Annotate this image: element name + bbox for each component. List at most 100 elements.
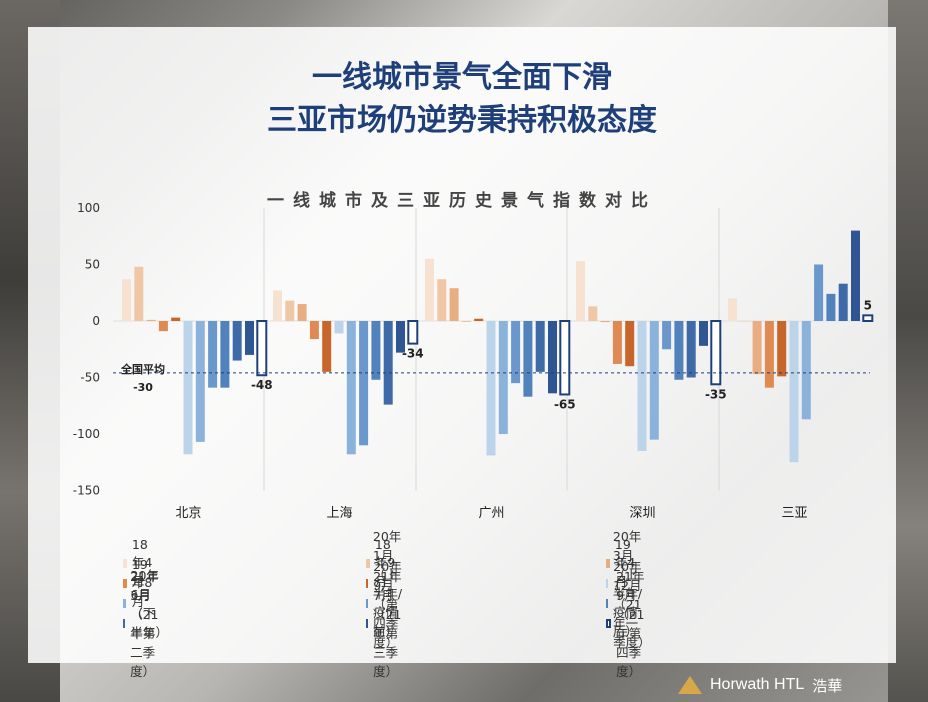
bar-广州-9 <box>535 321 545 372</box>
y-tick-label: -100 <box>73 427 100 441</box>
bar-广州-6 <box>498 321 508 434</box>
bar-广州-0 <box>425 258 434 321</box>
bar-北京-8 <box>220 321 230 388</box>
bar-广州-1 <box>437 279 447 321</box>
bar-上海-11 <box>407 320 419 345</box>
legend-label: 21年7月（21年第三季度） <box>373 569 402 679</box>
bar-北京-3 <box>158 321 168 332</box>
bar-北京-10 <box>245 321 254 355</box>
logo-mark-icon <box>678 676 702 694</box>
bar-深圳-4 <box>625 321 635 367</box>
bar-深圳-9 <box>686 321 696 378</box>
legend-item: 20年1月（上半年/疫情前） <box>366 529 405 639</box>
legend-label: 20年1月（上半年/疫情前） <box>372 529 403 639</box>
legend-swatch <box>366 578 368 588</box>
bar-广州-7 <box>511 321 521 384</box>
legend-label: 20年3月（上半年/疫情后） <box>612 529 643 639</box>
bar-北京-2 <box>146 319 156 321</box>
bar-北京-0 <box>122 279 131 321</box>
highlight-value-label: 5 <box>864 298 872 312</box>
slide-title-line1: 一线城市景气全面下滑 <box>312 60 612 95</box>
bar-上海-2 <box>297 304 307 321</box>
bar-北京-7 <box>208 321 218 388</box>
bar-深圳-0 <box>576 261 585 321</box>
legend-swatch <box>606 618 612 628</box>
legend-swatch <box>366 598 369 608</box>
bar-广州-4 <box>474 318 484 321</box>
bar-上海-8 <box>371 321 381 380</box>
y-tick-label: 100 <box>77 201 100 215</box>
bar-上海-9 <box>383 321 393 405</box>
bar-三亚-7 <box>814 264 824 321</box>
bar-深圳-3 <box>612 321 622 364</box>
y-tick-label: -150 <box>73 484 100 498</box>
y-tick-label: 0 <box>92 314 100 328</box>
legend-label: 21年9月（21年第四季度） <box>616 569 645 679</box>
legend-swatch <box>123 618 126 628</box>
bar-三亚-10 <box>851 230 860 321</box>
bar-广州-2 <box>449 288 459 321</box>
bar-三亚-3 <box>764 321 774 388</box>
bar-广州-8 <box>523 321 533 397</box>
bar-三亚-9 <box>838 283 848 321</box>
category-label: 北京 <box>175 506 201 521</box>
bar-北京-5 <box>183 321 193 455</box>
legend-label: 20年6月（下半年） <box>130 568 169 640</box>
bar-深圳-6 <box>649 321 659 440</box>
bar-上海-3 <box>309 321 319 340</box>
legend-swatch <box>123 598 126 608</box>
legend-item: 20年3月（上半年/疫情后） <box>606 529 645 639</box>
y-tick-label: -50 <box>80 371 100 385</box>
legend-item: 21年9月（21年第四季度） <box>606 569 648 679</box>
bar-三亚-6 <box>801 321 811 420</box>
bar-深圳-2 <box>600 321 610 323</box>
legend-label: 19年8月 <box>131 556 153 609</box>
brand-name: Horwath HTL <box>710 676 805 693</box>
category-label: 广州 <box>478 506 504 521</box>
bar-深圳-10 <box>699 321 708 346</box>
legend-label: 19年4月 <box>614 536 636 589</box>
legend-item: 18年9月 <box>366 537 396 589</box>
y-tick-label: 50 <box>85 258 100 272</box>
legend-label: 18年4月 <box>131 536 153 589</box>
bar-北京-9 <box>232 321 242 361</box>
legend-swatch <box>366 618 369 628</box>
slide-title-line2: 三亚市场仍逆势秉持积极态度 <box>267 103 657 138</box>
bar-三亚-2 <box>752 321 762 375</box>
bar-上海-7 <box>359 321 369 446</box>
legend-swatch <box>606 598 609 608</box>
bar-三亚-11 <box>862 314 874 323</box>
legend-label: 20年9月（第四季度） <box>373 558 402 650</box>
bar-上海-1 <box>285 300 295 321</box>
bar-上海-10 <box>396 321 405 353</box>
bar-北京-1 <box>134 266 144 321</box>
legend-item: 20年12月（21年一季度） <box>606 559 651 650</box>
legend-swatch <box>123 558 127 568</box>
bar-三亚-8 <box>826 293 836 321</box>
bar-广州-10 <box>548 321 557 394</box>
legend-item: 21年3月（21年第二季度） <box>123 569 165 679</box>
highlight-value-label: -34 <box>402 347 424 361</box>
bar-广州-11 <box>559 320 571 396</box>
legend-swatch <box>366 558 370 568</box>
slide-panel <box>28 27 896 663</box>
legend-label: 21年3月（21年第二季度） <box>130 569 159 679</box>
legend-item: 20年9月（第四季度） <box>366 559 405 650</box>
legend-item: 19年4月 <box>606 537 636 589</box>
category-label: 三亚 <box>781 506 807 521</box>
national-average-value: -30 <box>133 381 153 394</box>
legend-item: 21年7月（21年第三季度） <box>366 569 408 679</box>
highlight-value-label: -35 <box>705 387 727 401</box>
bar-深圳-1 <box>588 306 598 321</box>
legend-item: 20年6月（下半年） <box>123 568 168 640</box>
category-label: 上海 <box>326 506 352 521</box>
horwath-logo: Horwath HTL 浩華 <box>678 672 842 698</box>
bar-上海-5 <box>334 321 344 334</box>
highlight-value-label: -48 <box>251 378 273 392</box>
bar-三亚-1 <box>740 321 750 322</box>
bar-上海-4 <box>322 321 332 372</box>
bar-深圳-5 <box>637 321 647 451</box>
legend-swatch <box>606 578 608 588</box>
bar-三亚-4 <box>777 321 787 377</box>
